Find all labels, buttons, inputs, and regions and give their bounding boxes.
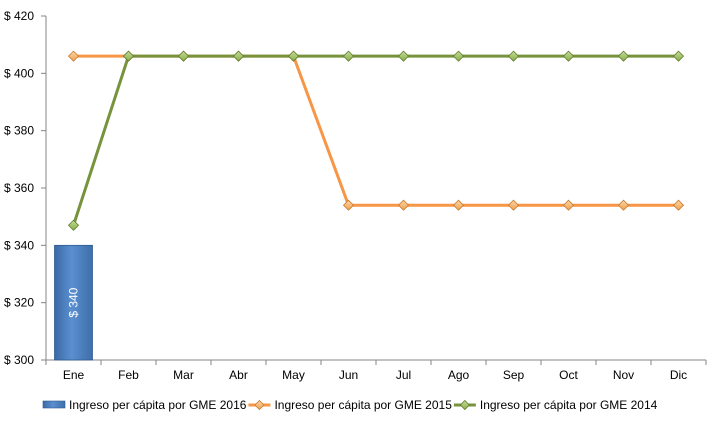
data-point [617,50,630,62]
x-tick-label: Nov [613,368,634,382]
legend-entry-label: Ingreso per cápita por GME 2014 [480,398,658,412]
data-point [452,50,465,62]
data-point [562,199,575,211]
series-line [73,54,679,207]
data-point [672,199,685,211]
y-tick-label: $ 420 [4,9,34,23]
data-point [507,199,520,211]
y-tick-label: $ 380 [4,124,34,138]
bar-data-label: $ 340 [67,287,81,317]
data-point [177,50,190,62]
data-point [562,50,575,62]
x-tick-label: Mar [173,368,194,382]
data-point [287,50,300,62]
x-tick-label: Jul [396,368,411,382]
bar-series: $ 340 [54,244,93,361]
data-point [507,50,520,62]
data-point [397,50,410,62]
y-tick-label: $ 400 [4,66,34,80]
axes: $ 300 $ 320 $ 340 $ 360 $ 380 $ 400 $ 420 Ene Fe… [4,9,707,382]
data-point [67,50,80,62]
x-tick-label: Ene [63,368,85,382]
x-tick-label: Oct [559,368,578,382]
x-tick-label: May [282,368,305,382]
series-line [72,54,679,226]
x-tick-label: Sep [503,368,525,382]
legend-marker [254,399,265,411]
legend-entry-label: Ingreso per cápita por GME 2015 [274,398,452,412]
data-point [617,199,630,211]
legend: Ingreso per cápita por GME 2016 Ingreso p… [42,398,658,412]
legend-entry-label: Ingreso per cápita por GME 2016 [69,398,247,412]
x-tick-label: Jun [339,368,358,382]
y-tick-label: $ 300 [4,353,34,367]
x-tick-label: Abr [229,368,248,382]
line-series [67,50,685,231]
data-point [452,199,465,211]
x-tick-label: Dic [670,368,687,382]
data-point [232,50,245,62]
legend-swatch [42,400,66,409]
x-tick-label: Feb [118,368,139,382]
data-point [342,50,355,62]
bar [54,244,93,361]
data-point [122,50,135,62]
y-tick-label: $ 360 [4,181,34,195]
legend-marker [459,399,470,411]
data-point [67,219,80,231]
y-tick-label: $ 320 [4,296,34,310]
data-point [342,199,355,211]
x-tick-label: Ago [448,368,470,382]
y-tick-label: $ 340 [4,238,34,252]
data-point [397,199,410,211]
data-point [672,50,685,62]
